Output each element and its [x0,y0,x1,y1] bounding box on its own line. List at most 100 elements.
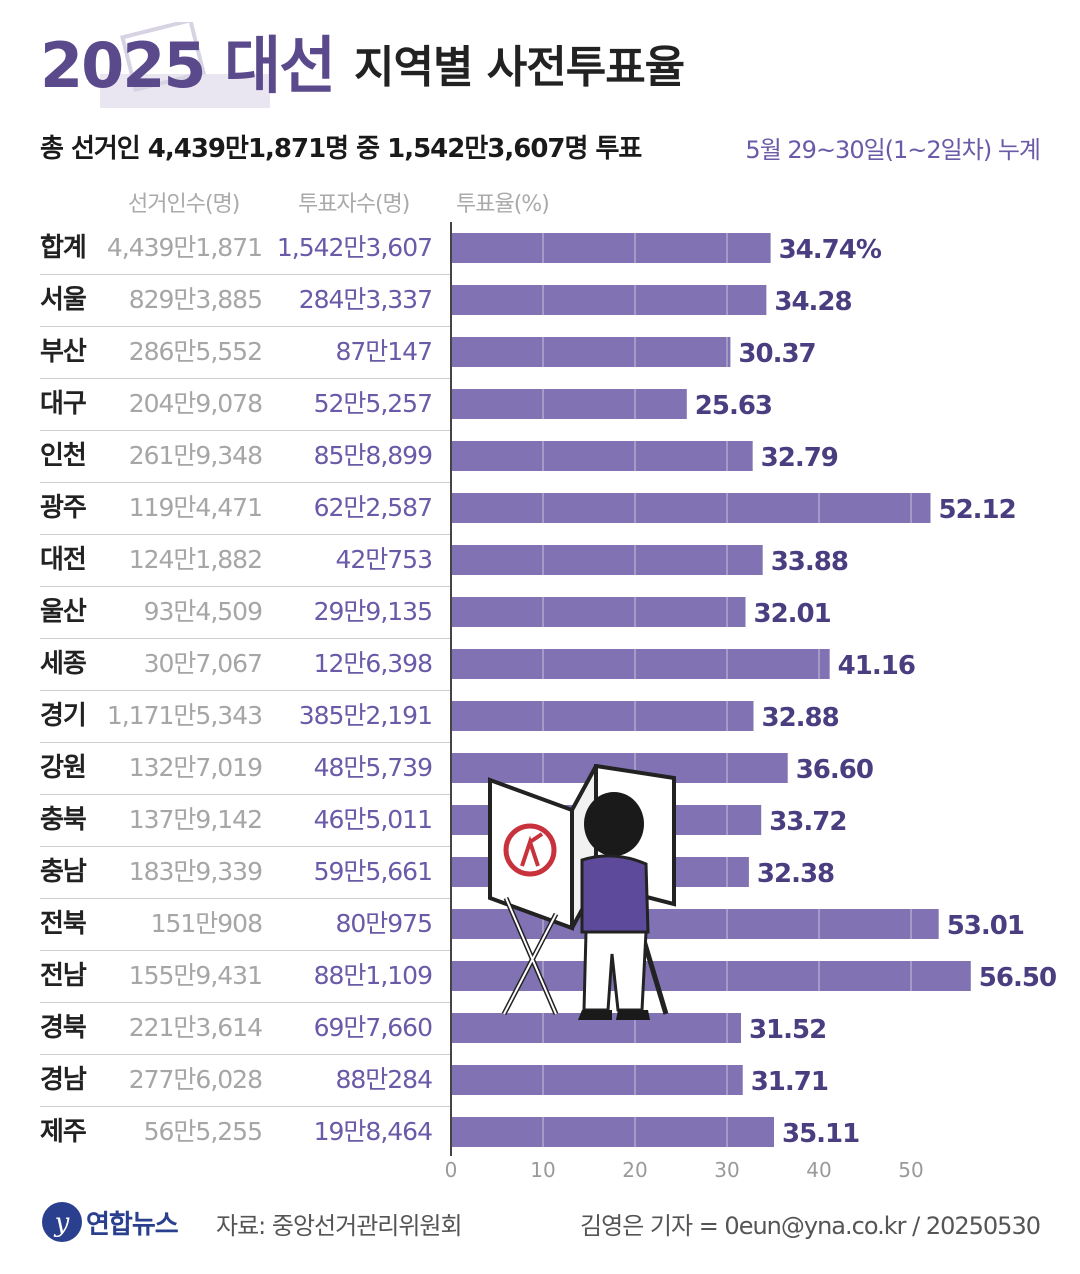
voters-cell: 1,171만5,343 [106,701,263,730]
source-text: 자료: 중앙선거관리위원회 [216,1212,463,1240]
voted-cell: 29만9,135 [313,597,433,626]
voters-cell: 277만6,028 [128,1065,263,1094]
bar [451,233,771,263]
voters-cell: 286만5,552 [128,337,263,366]
header-voters: 선거인수(명) [128,192,240,217]
voted-cell: 1,542만3,607 [276,233,433,262]
row-label: 전북 [40,909,87,939]
row-label: 충남 [40,857,87,887]
row-divider [40,326,450,327]
voted-cell: 69만7,660 [313,1013,433,1042]
bar-value-label: 34.74% [779,235,882,265]
row-label: 부산 [40,337,87,367]
bar-value-label: 35.11 [782,1119,859,1149]
bar-value-label: 25.63 [695,391,772,421]
voters-cell: 4,439만1,871 [106,233,263,262]
voters-cell: 137만9,142 [128,805,263,834]
bar-value-label: 34.28 [774,287,851,317]
bar [451,1065,743,1095]
bar-value-label: 52.12 [939,495,1016,525]
bar [451,441,753,471]
bar-value-label: 56.50 [979,963,1056,993]
row-divider [40,638,450,639]
voted-cell: 88만284 [335,1065,433,1094]
bar-value-label: 32.79 [761,443,838,473]
row-label: 전남 [40,961,87,991]
voted-cell: 284만3,337 [298,285,433,314]
header-voted: 투표자수(명) [298,192,410,217]
bar [451,701,754,731]
svg-text:y: y [54,1208,70,1238]
chart-axis [450,222,452,1156]
voted-cell: 19만8,464 [313,1117,433,1146]
period-label: 5월 29~30일(1~2일차) 누계 [745,136,1041,164]
row-divider [40,846,450,847]
voted-cell: 42만753 [335,545,433,574]
bar-value-label: 36.60 [796,755,873,785]
row-label: 강원 [40,753,87,783]
voted-cell: 87만147 [335,337,433,366]
voted-cell: 46만5,011 [313,805,433,834]
voters-cell: 829만3,885 [128,285,263,314]
voters-cell: 119만4,471 [128,493,263,522]
row-label: 인천 [40,441,87,471]
voted-cell: 59만5,661 [313,857,433,886]
bar [451,545,763,575]
row-label: 충북 [40,805,87,835]
bar-value-label: 31.71 [751,1067,828,1097]
voted-cell: 52만5,257 [313,389,433,418]
bar [451,649,830,679]
row-divider [40,430,450,431]
voters-cell: 221만3,614 [128,1013,263,1042]
row-divider [40,950,450,951]
voters-cell: 204만9,078 [128,389,263,418]
x-tick-label: 30 [714,1158,740,1182]
yonhap-logo-icon: y [42,1202,82,1242]
row-label: 제주 [40,1117,87,1147]
voters-cell: 155만9,431 [128,961,263,990]
row-label: 경북 [40,1013,87,1043]
bar [451,337,731,367]
bar-value-label: 32.88 [761,703,838,733]
voted-cell: 12만6,398 [313,649,433,678]
voted-cell: 48만5,739 [313,753,433,782]
bar-value-label: 30.37 [738,339,815,369]
row-label: 울산 [40,597,87,627]
row-divider [40,274,450,275]
voted-cell: 385만2,191 [298,701,433,730]
credit-text: 김영은 기자 = 0eun@yna.co.kr / 20250530 [580,1212,1041,1240]
x-tick-label: 50 [898,1158,924,1182]
row-divider [40,1054,450,1055]
row-divider [40,1106,450,1107]
row-divider [40,586,450,587]
bar-value-label: 41.16 [838,651,915,681]
row-divider [40,1002,450,1003]
bar-value-label: 53.01 [947,911,1024,941]
voted-cell: 80만975 [335,909,433,938]
voters-cell: 132만7,019 [128,753,263,782]
bar [451,493,931,523]
row-label: 대구 [40,389,87,419]
bar-value-label: 32.01 [753,599,830,629]
row-label: 세종 [40,649,87,679]
title-year: 2025 대선 [40,29,336,102]
bar [451,1117,775,1147]
row-label: 경남 [40,1065,87,1095]
bar-value-label: 33.72 [769,807,846,837]
x-tick-label: 40 [806,1158,832,1182]
title-main: 지역별 사전투표율 [354,42,685,93]
row-divider [40,898,450,899]
bar [451,597,746,627]
bar [451,389,687,419]
header-rate: 투표율(%) [456,192,550,217]
voters-cell: 56만5,255 [143,1117,263,1146]
logo-text: 연합뉴스 [86,1210,179,1240]
voted-cell: 88만1,109 [313,961,433,990]
title-area: 2025 대선 지역별 사전투표율 [40,22,1040,112]
voted-cell: 62만2,587 [313,493,433,522]
voters-cell: 93만4,509 [143,597,263,626]
row-divider [40,690,450,691]
x-tick-label: 20 [622,1158,648,1182]
bar-value-label: 32.38 [757,859,834,889]
